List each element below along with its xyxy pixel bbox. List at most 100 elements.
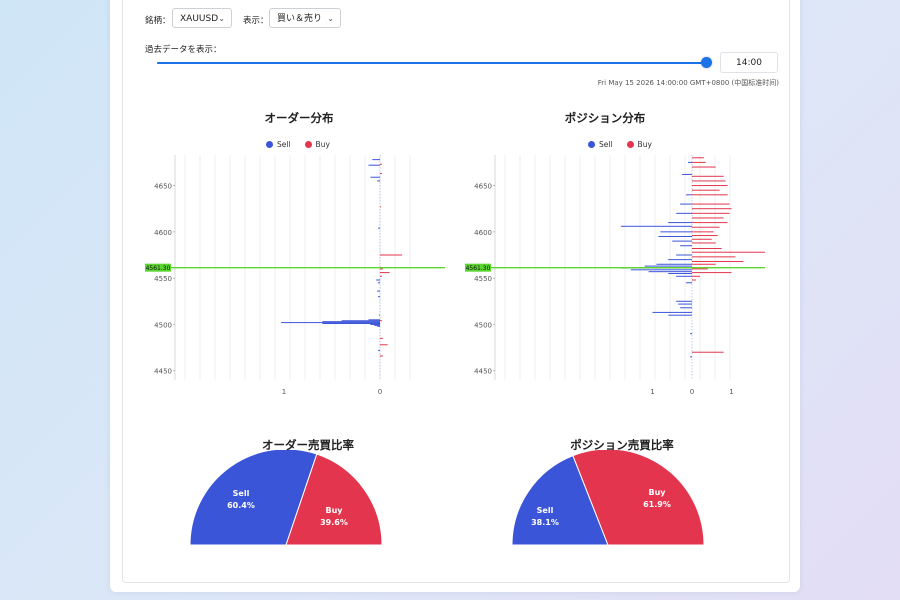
buy-bar bbox=[692, 203, 730, 205]
order-legend: Sell Buy bbox=[266, 140, 330, 149]
buy-bar bbox=[380, 163, 382, 165]
buy-slice-label: Buy bbox=[325, 506, 343, 515]
buy-bar bbox=[380, 275, 382, 277]
position-distribution-chart: 465046004550450044501012344561.30 bbox=[465, 155, 765, 395]
sell-slice-label: Sell bbox=[233, 489, 250, 498]
buy-slice-value: 39.6% bbox=[320, 518, 348, 527]
sell-bar bbox=[376, 279, 380, 281]
buy-bar bbox=[692, 208, 732, 210]
y-tick-label: 4650 bbox=[154, 183, 172, 191]
sell-bar bbox=[676, 254, 692, 256]
sell-legend-swatch bbox=[266, 141, 273, 148]
buy-bar bbox=[380, 254, 403, 256]
sell-bar bbox=[676, 300, 692, 302]
buy-bar bbox=[692, 166, 716, 168]
sell-bar bbox=[377, 180, 380, 182]
sell-bar bbox=[378, 296, 380, 298]
sell-bar bbox=[372, 159, 380, 161]
sell-bar bbox=[676, 212, 692, 214]
buy-bar bbox=[692, 242, 716, 244]
time-input[interactable]: 14:00 bbox=[720, 52, 778, 73]
sell-bar bbox=[377, 325, 380, 327]
buy-bar bbox=[692, 161, 706, 163]
sell-bar bbox=[644, 265, 692, 267]
buy-bar bbox=[692, 180, 726, 182]
sell-legend-label: Sell bbox=[277, 140, 291, 149]
sell-bar bbox=[672, 240, 692, 242]
sell-bar bbox=[656, 263, 692, 265]
current-price-label: 4561.30 bbox=[466, 265, 491, 272]
x-tick-label: 1 bbox=[650, 388, 654, 395]
buy-bar bbox=[692, 256, 736, 258]
chevron-down-icon: ⌄ bbox=[218, 14, 225, 23]
sell-bar bbox=[374, 324, 380, 326]
sell-bar bbox=[668, 314, 692, 316]
y-tick-label: 4500 bbox=[154, 321, 172, 329]
buy-bar bbox=[692, 157, 704, 159]
buy-slice bbox=[572, 450, 705, 546]
y-tick-label: 4550 bbox=[154, 275, 172, 283]
sell-bar bbox=[680, 203, 692, 205]
x-tick-label: 0 bbox=[690, 388, 694, 395]
buy-slice-value: 61.9% bbox=[643, 500, 671, 509]
sell-slice-value: 38.1% bbox=[531, 518, 559, 527]
sell-bar bbox=[322, 323, 380, 325]
buy-bar bbox=[692, 263, 716, 265]
position-ratio-pie: Sell 38.1% Buy 61.9% bbox=[512, 450, 705, 546]
buy-bar bbox=[692, 226, 720, 228]
sell-bar bbox=[378, 349, 380, 351]
sell-bar bbox=[668, 273, 692, 275]
sell-bar bbox=[281, 322, 380, 324]
sell-bar bbox=[668, 259, 692, 261]
y-tick-label: 4500 bbox=[474, 321, 492, 329]
buy-bar bbox=[692, 351, 724, 353]
current-price-label: 4561.30 bbox=[146, 265, 171, 272]
sell-bar bbox=[676, 275, 692, 277]
sell-bar bbox=[370, 176, 380, 178]
display-select[interactable]: 買い＆売り ⌄ bbox=[269, 8, 341, 28]
sell-bar bbox=[688, 161, 692, 163]
symbol-select[interactable]: XAUUSD ⌄ bbox=[172, 8, 232, 28]
position-legend: Sell Buy bbox=[588, 140, 652, 149]
sell-slice bbox=[512, 454, 609, 546]
buy-slice bbox=[285, 453, 383, 546]
sell-bar bbox=[370, 323, 380, 325]
buy-legend-label: Buy bbox=[315, 140, 330, 149]
sell-bar bbox=[368, 164, 380, 166]
sell-legend-swatch bbox=[588, 141, 595, 148]
symbol-label: 銘柄： bbox=[145, 16, 171, 26]
sell-bar bbox=[658, 235, 692, 237]
x-tick-label: 0 bbox=[378, 388, 382, 395]
buy-bar bbox=[380, 206, 381, 208]
buy-bar bbox=[692, 248, 722, 250]
y-tick-label: 4600 bbox=[474, 229, 492, 237]
buy-legend-swatch bbox=[304, 141, 312, 148]
order-distribution-chart: 4650 4600 4550 4500 4450 1 0 4561.30 bbox=[145, 155, 445, 395]
sell-bar bbox=[368, 319, 380, 321]
sell-bar bbox=[648, 271, 692, 273]
y-tick-label: 4550 bbox=[474, 275, 492, 283]
sell-bar bbox=[686, 282, 692, 284]
buy-bar bbox=[380, 272, 390, 274]
sell-slice-label: Sell bbox=[537, 506, 554, 515]
sell-bar bbox=[378, 282, 380, 284]
buy-bar bbox=[692, 279, 696, 281]
buy-bar bbox=[692, 222, 728, 224]
position-ratio-title: ポジション売買比率 bbox=[570, 438, 674, 452]
sell-bar bbox=[678, 303, 692, 305]
x-tick-label: 1 bbox=[729, 388, 733, 395]
buy-bar bbox=[692, 175, 724, 177]
history-label: 過去データを表示： bbox=[145, 45, 222, 55]
history-slider-track[interactable] bbox=[157, 62, 707, 64]
buy-bar bbox=[692, 275, 700, 277]
buy-bar bbox=[692, 212, 730, 214]
buy-bar bbox=[692, 235, 718, 237]
sell-bar bbox=[690, 333, 692, 335]
history-slider-thumb[interactable] bbox=[701, 57, 712, 68]
symbol-value: XAUUSD bbox=[180, 14, 219, 24]
buy-bar bbox=[692, 260, 744, 262]
x-tick-label: 1 bbox=[282, 388, 286, 395]
sell-bar bbox=[686, 194, 692, 196]
buy-bar bbox=[692, 194, 728, 196]
buy-bar bbox=[692, 238, 712, 240]
